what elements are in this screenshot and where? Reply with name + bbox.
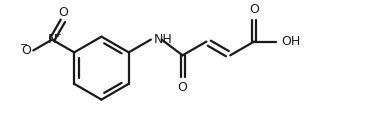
Text: OH: OH: [282, 35, 301, 48]
Text: O: O: [249, 3, 259, 16]
Text: O: O: [58, 6, 68, 19]
Text: NH: NH: [154, 33, 173, 46]
Text: +: +: [54, 30, 61, 39]
Text: O: O: [177, 81, 188, 94]
Text: −: −: [20, 40, 29, 50]
Text: O: O: [21, 44, 31, 57]
Text: N: N: [47, 33, 57, 46]
